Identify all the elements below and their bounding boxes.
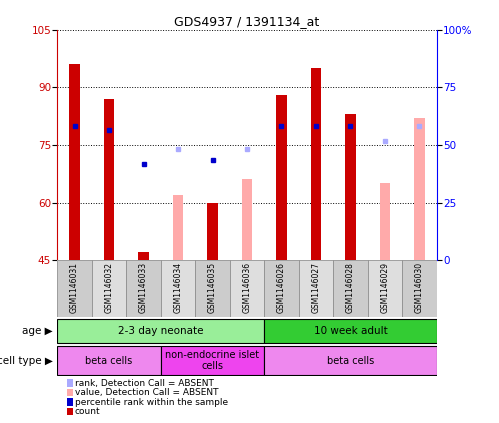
Bar (368, 260, 402, 317)
Bar (161, 260, 195, 317)
Text: GSM1146028: GSM1146028 (346, 262, 355, 313)
Text: value, Detection Call = ABSENT: value, Detection Call = ABSENT (74, 388, 218, 397)
Text: age ▶: age ▶ (22, 326, 52, 336)
Bar (126, 260, 161, 317)
Text: GSM1146033: GSM1146033 (139, 262, 148, 313)
Bar (345, 114, 356, 260)
Text: non-endocrine islet
cells: non-endocrine islet cells (166, 350, 259, 371)
Bar (276, 95, 286, 260)
Bar (104, 99, 114, 260)
Text: rank, Detection Call = ABSENT: rank, Detection Call = ABSENT (74, 379, 214, 388)
Bar (57, 319, 264, 343)
Bar (333, 260, 368, 317)
Bar (173, 195, 183, 260)
Bar (311, 68, 321, 260)
Bar (402, 260, 437, 317)
Text: percentile rank within the sample: percentile rank within the sample (74, 398, 228, 407)
Text: GSM1146027: GSM1146027 (311, 262, 320, 313)
Bar (69, 64, 80, 260)
Bar (92, 260, 126, 317)
Bar (299, 260, 333, 317)
Bar (242, 179, 252, 260)
Bar (264, 260, 299, 317)
Text: GSM1146029: GSM1146029 (380, 262, 389, 313)
Text: GSM1146036: GSM1146036 (243, 262, 251, 313)
Text: 2-3 day neonate: 2-3 day neonate (118, 326, 204, 336)
Text: GSM1146030: GSM1146030 (415, 262, 424, 313)
Bar (57, 346, 161, 375)
Bar (195, 260, 230, 317)
Text: GSM1146034: GSM1146034 (174, 262, 183, 313)
Bar (414, 118, 425, 260)
Bar (57, 260, 92, 317)
Title: GDS4937 / 1391134_at: GDS4937 / 1391134_at (174, 16, 320, 28)
Bar (208, 203, 218, 260)
Text: beta cells: beta cells (327, 356, 374, 365)
Bar (380, 183, 390, 260)
Text: beta cells: beta cells (85, 356, 133, 365)
Text: GSM1146035: GSM1146035 (208, 262, 217, 313)
Bar (138, 253, 149, 260)
Bar (161, 346, 264, 375)
Bar (264, 319, 437, 343)
Text: count: count (74, 407, 100, 416)
Text: cell type ▶: cell type ▶ (0, 356, 52, 365)
Text: 10 week adult: 10 week adult (313, 326, 387, 336)
Bar (230, 260, 264, 317)
Text: GSM1146026: GSM1146026 (277, 262, 286, 313)
Text: GSM1146032: GSM1146032 (105, 262, 114, 313)
Text: GSM1146031: GSM1146031 (70, 262, 79, 313)
Bar (264, 346, 437, 375)
